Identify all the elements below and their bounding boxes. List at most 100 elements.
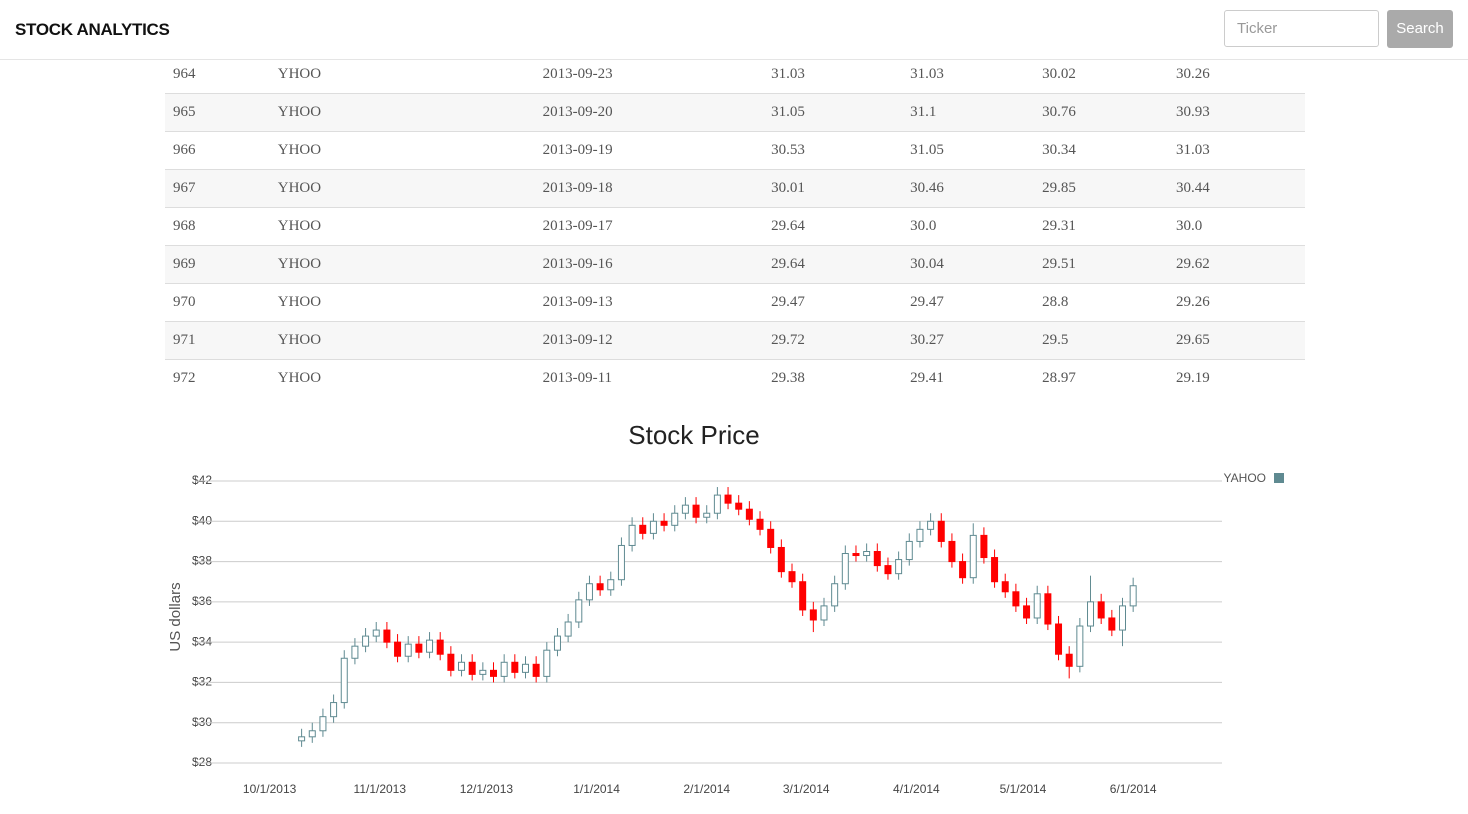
- candle-body: [724, 494, 732, 504]
- table-cell: YHOO: [269, 207, 535, 246]
- candle-body: [1108, 617, 1116, 631]
- table-cell: YHOO: [269, 245, 535, 284]
- table-cell: 29.26: [1168, 283, 1305, 322]
- legend-label: YAHOO: [1224, 471, 1266, 485]
- table-cell: 969: [165, 245, 270, 284]
- candle-body: [852, 553, 860, 557]
- candle-body: [585, 583, 593, 601]
- table-cell: 30.0: [1168, 207, 1305, 246]
- x-tick-label: 6/1/2014: [1110, 782, 1157, 796]
- candle-body: [820, 605, 828, 621]
- table-cell: 30.44: [1168, 169, 1305, 208]
- x-tick-label: 11/1/2013: [354, 782, 407, 796]
- table-cell: 970: [165, 283, 270, 322]
- table-cell: 967: [165, 169, 270, 208]
- candle-body: [927, 520, 935, 530]
- table-row: 967 YHOO 2013-09-18 30.01 30.46 29.85 30.44: [165, 169, 1305, 208]
- x-tick-label: 2/1/2014: [683, 782, 730, 796]
- table-cell: 30.76: [1034, 93, 1168, 132]
- table-cell: 30.53: [763, 131, 903, 170]
- candle-body: [628, 524, 636, 546]
- table-cell: 30.27: [902, 321, 1035, 360]
- candle-body: [809, 609, 817, 621]
- candle-body: [905, 540, 913, 561]
- table-cell: 29.72: [763, 321, 903, 360]
- candle-body: [564, 621, 572, 637]
- candle-body: [308, 730, 316, 738]
- candle-body: [1055, 623, 1063, 655]
- candle-body: [1129, 585, 1137, 607]
- table-cell: 29.19: [1176, 370, 1210, 386]
- chart: Stock Price US dollars $28 $30 $32 $34 $36 $3…: [167, 420, 1284, 796]
- candle-body: [383, 629, 391, 643]
- candle-body: [703, 512, 711, 518]
- candle-body: [767, 528, 775, 548]
- candle-body: [532, 663, 540, 677]
- table-cell: 31.05: [902, 131, 1035, 170]
- y-tick-label: $32: [192, 675, 212, 689]
- table-row: 965 YHOO 2013-09-20 31.05 31.1 30.76 30.93: [165, 93, 1305, 132]
- candle-body: [468, 661, 476, 675]
- candle-body: [831, 583, 839, 607]
- table-cell: 29.65: [1168, 321, 1305, 360]
- y-tick-label: $28: [192, 755, 212, 769]
- table-cell: 2013-09-11: [542, 370, 613, 386]
- candle-body: [788, 571, 796, 583]
- table-cell: 29.41: [910, 370, 944, 386]
- table-cell: 29.31: [1034, 207, 1168, 246]
- candle-body: [1012, 591, 1020, 607]
- candle-body: [394, 641, 402, 657]
- candle-body: [372, 629, 380, 637]
- candle-body: [617, 544, 625, 581]
- table-cell: 2013-09-12: [534, 321, 764, 360]
- table-row: 969 YHOO 2013-09-16 29.64 30.04 29.51 29.62: [165, 245, 1305, 284]
- table-cell: YHOO: [269, 93, 535, 132]
- candle-body: [1023, 605, 1031, 619]
- candle-body: [948, 540, 956, 563]
- candle-body: [863, 551, 871, 557]
- table-cell: 968: [165, 207, 270, 246]
- table-cell: 2013-09-20: [534, 93, 764, 132]
- table-cell: 28.8: [1034, 283, 1168, 322]
- candle-body: [1097, 601, 1105, 619]
- table-row: 972 YHOO 2013-09-11 29.38 29.41 28.97 29.19: [165, 360, 1305, 398]
- candle-body: [298, 736, 306, 742]
- table-cell: YHOO: [269, 321, 535, 360]
- candle-body: [799, 581, 807, 611]
- ticker-input[interactable]: Ticker: [1224, 10, 1379, 47]
- candle-body: [543, 649, 551, 677]
- candle-body: [511, 661, 519, 673]
- brand[interactable]: STOCK ANALYTICS: [15, 20, 170, 39]
- candle-body: [660, 520, 668, 526]
- table-cell: 30.0: [902, 207, 1035, 246]
- table-cell: 31.03: [902, 56, 1035, 94]
- table-cell: 972: [173, 370, 196, 386]
- table-cell: 2013-09-19: [534, 131, 764, 170]
- table-row: 968 YHOO 2013-09-17 29.64 30.0 29.31 30.0: [165, 207, 1305, 246]
- y-tick-label: $30: [192, 715, 212, 729]
- candle-body: [330, 702, 338, 718]
- table-cell: 29.62: [1168, 245, 1305, 284]
- candle-body: [490, 669, 498, 677]
- candle-body: [735, 502, 743, 510]
- table-cell: 31.03: [763, 56, 903, 94]
- candle-body: [500, 661, 508, 677]
- table-cell: 29.64: [763, 207, 903, 246]
- x-tick-label: 12/1/2013: [460, 782, 514, 796]
- candle-body: [351, 645, 359, 659]
- table-cell: 965: [165, 93, 270, 132]
- candle-body: [895, 559, 903, 575]
- table-cell: YHOO: [269, 131, 535, 170]
- candle-body: [1065, 653, 1073, 667]
- x-tick-label: 10/1/2013: [243, 782, 297, 796]
- candle-body: [692, 504, 700, 518]
- search-button[interactable]: Search: [1387, 10, 1453, 48]
- candle-body: [479, 669, 487, 675]
- candle-body: [436, 639, 444, 655]
- table-cell: 30.26: [1168, 56, 1305, 94]
- table-cell: YHOO: [277, 370, 322, 386]
- legend-swatch: [1274, 473, 1284, 483]
- candle-body: [980, 534, 988, 559]
- table-row: 971 YHOO 2013-09-12 29.72 30.27 29.5 29.65: [165, 321, 1305, 360]
